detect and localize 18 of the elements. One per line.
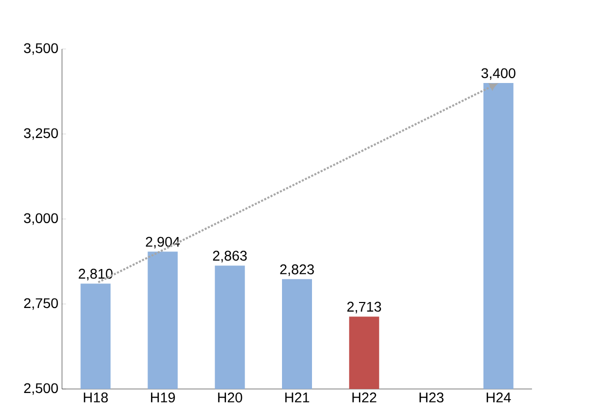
y-tick-label: 3,500 [24,43,58,55]
x-tick-label: H18 [84,392,108,402]
data-label: 2,823 [280,264,314,276]
x-tick-label: H20 [218,392,242,402]
data-label: 2,863 [213,250,247,262]
x-tick-label: H21 [285,392,310,402]
x-tick-label: H22 [352,392,376,402]
y-tick-label: 3,250 [24,128,58,140]
x-tick-label: H23 [420,392,444,402]
data-label: 2,904 [146,236,180,248]
data-label: 2,713 [347,302,382,314]
data-label: 2,810 [78,268,113,280]
y-tick-label: 3,000 [24,213,58,225]
x-tick-label: H24 [486,392,511,402]
data-label: 3,400 [481,68,516,80]
x-tick-label: H19 [151,392,175,402]
y-tick-label: 2,500 [24,383,58,395]
y-tick-label: 2,750 [24,298,58,310]
